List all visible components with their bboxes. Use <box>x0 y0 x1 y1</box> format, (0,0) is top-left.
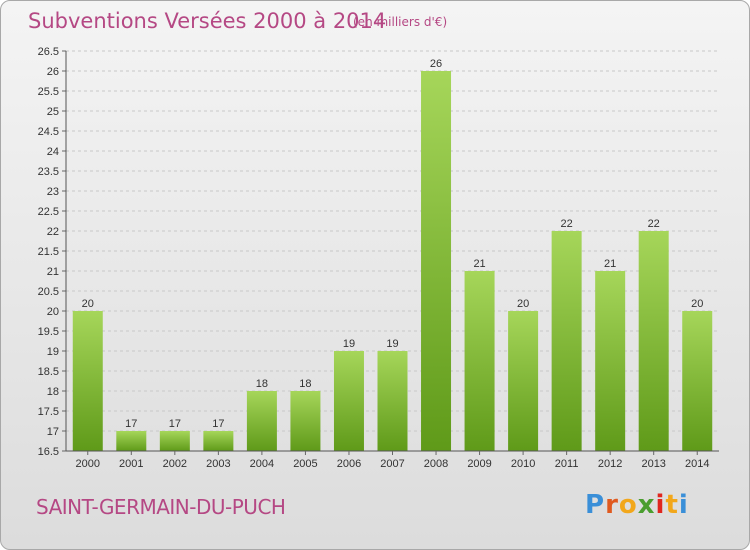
logo-letter: P <box>585 490 606 520</box>
y-tick-label: 19.5 <box>38 326 59 338</box>
bar <box>682 311 713 451</box>
y-tick-label: 21.5 <box>38 246 59 258</box>
y-tick-label: 23 <box>47 186 59 198</box>
y-tick-label: 17.5 <box>38 406 59 418</box>
bar <box>638 231 669 451</box>
x-tick-label: 2005 <box>293 458 317 470</box>
bar-value-label: 21 <box>604 258 616 270</box>
bar <box>377 351 408 451</box>
bar <box>203 431 234 451</box>
bar-value-label: 22 <box>561 218 573 230</box>
bar-value-label: 20 <box>691 298 703 310</box>
commune-name: SAINT-GERMAIN-DU-PUCH <box>36 495 286 519</box>
y-tick-label: 18 <box>47 386 59 398</box>
x-tick-label: 2009 <box>467 458 491 470</box>
bar-value-label: 17 <box>169 418 181 430</box>
y-tick-label: 25.5 <box>38 86 59 98</box>
bar-value-label: 26 <box>430 58 442 70</box>
bar <box>421 71 452 451</box>
x-tick-label: 2013 <box>641 458 665 470</box>
x-tick-label: 2003 <box>206 458 230 470</box>
x-tick-label: 2010 <box>511 458 535 470</box>
bar-value-label: 18 <box>299 378 311 390</box>
x-tick-label: 2004 <box>250 458 274 470</box>
x-tick-label: 2006 <box>337 458 361 470</box>
bar <box>72 311 103 451</box>
y-tick-label: 24 <box>47 146 59 158</box>
bars: 20 17 17 17 18 18 19 19 26 21 20 22 21 22 20 <box>72 58 713 451</box>
bar-value-label: 21 <box>473 258 485 270</box>
x-tick-label: 2011 <box>555 458 579 470</box>
y-tick-label: 19 <box>47 346 59 358</box>
unit-note: (en milliers d'€) <box>353 15 448 29</box>
y-tick-label: 24.5 <box>38 126 59 138</box>
y-tick-label: 20.5 <box>38 286 59 298</box>
y-tick-label: 25 <box>47 106 59 118</box>
bar <box>246 391 277 451</box>
y-tick-label: 16.5 <box>38 446 59 458</box>
y-tick-label: 17 <box>47 426 59 438</box>
y-tick-label: 18.5 <box>38 366 59 378</box>
y-tick-label: 26 <box>47 66 59 78</box>
bar-value-label: 22 <box>648 218 660 230</box>
y-tick-label: 22 <box>47 226 59 238</box>
x-tick-label: 2000 <box>76 458 100 470</box>
bar-value-label: 19 <box>386 338 398 350</box>
x-tick-label: 2008 <box>424 458 448 470</box>
bar <box>116 431 147 451</box>
y-tick-label: 20 <box>47 306 59 318</box>
logo-letter: t <box>665 490 679 520</box>
logo-letter: i <box>655 490 666 520</box>
x-tick-label: 2002 <box>163 458 187 470</box>
proxiti-logo: Proxiti <box>585 490 689 520</box>
bar-value-label: 17 <box>212 418 224 430</box>
bar <box>159 431 190 451</box>
bar <box>508 311 539 451</box>
logo-letter: o <box>618 490 638 520</box>
chart-title: Subventions Versées 2000 à 2014 <box>28 9 387 33</box>
x-tick-label: 2001 <box>119 458 143 470</box>
bar-value-label: 17 <box>125 418 137 430</box>
logo-letter: i <box>678 490 689 520</box>
x-tick-label: 2007 <box>380 458 404 470</box>
axes: 16.5 17 17.5 18 18.5 19 19.5 20 20.5 21 21.5 22 22.5… <box>38 46 719 470</box>
logo-letter: r <box>605 490 619 520</box>
y-tick-label: 26.5 <box>38 46 59 58</box>
bar-value-label: 19 <box>343 338 355 350</box>
y-tick-label: 23.5 <box>38 166 59 178</box>
bar-value-label: 20 <box>82 298 94 310</box>
y-tick-label: 21 <box>47 266 59 278</box>
logo-letter: x <box>637 490 656 520</box>
x-tick-label: 2014 <box>685 458 709 470</box>
bar <box>464 271 495 451</box>
bar-value-label: 20 <box>517 298 529 310</box>
bar-value-label: 18 <box>256 378 268 390</box>
bar <box>290 391 321 451</box>
bar <box>333 351 364 451</box>
bar <box>595 271 626 451</box>
x-tick-label: 2012 <box>598 458 622 470</box>
y-tick-label: 22.5 <box>38 206 59 218</box>
bar <box>551 231 582 451</box>
